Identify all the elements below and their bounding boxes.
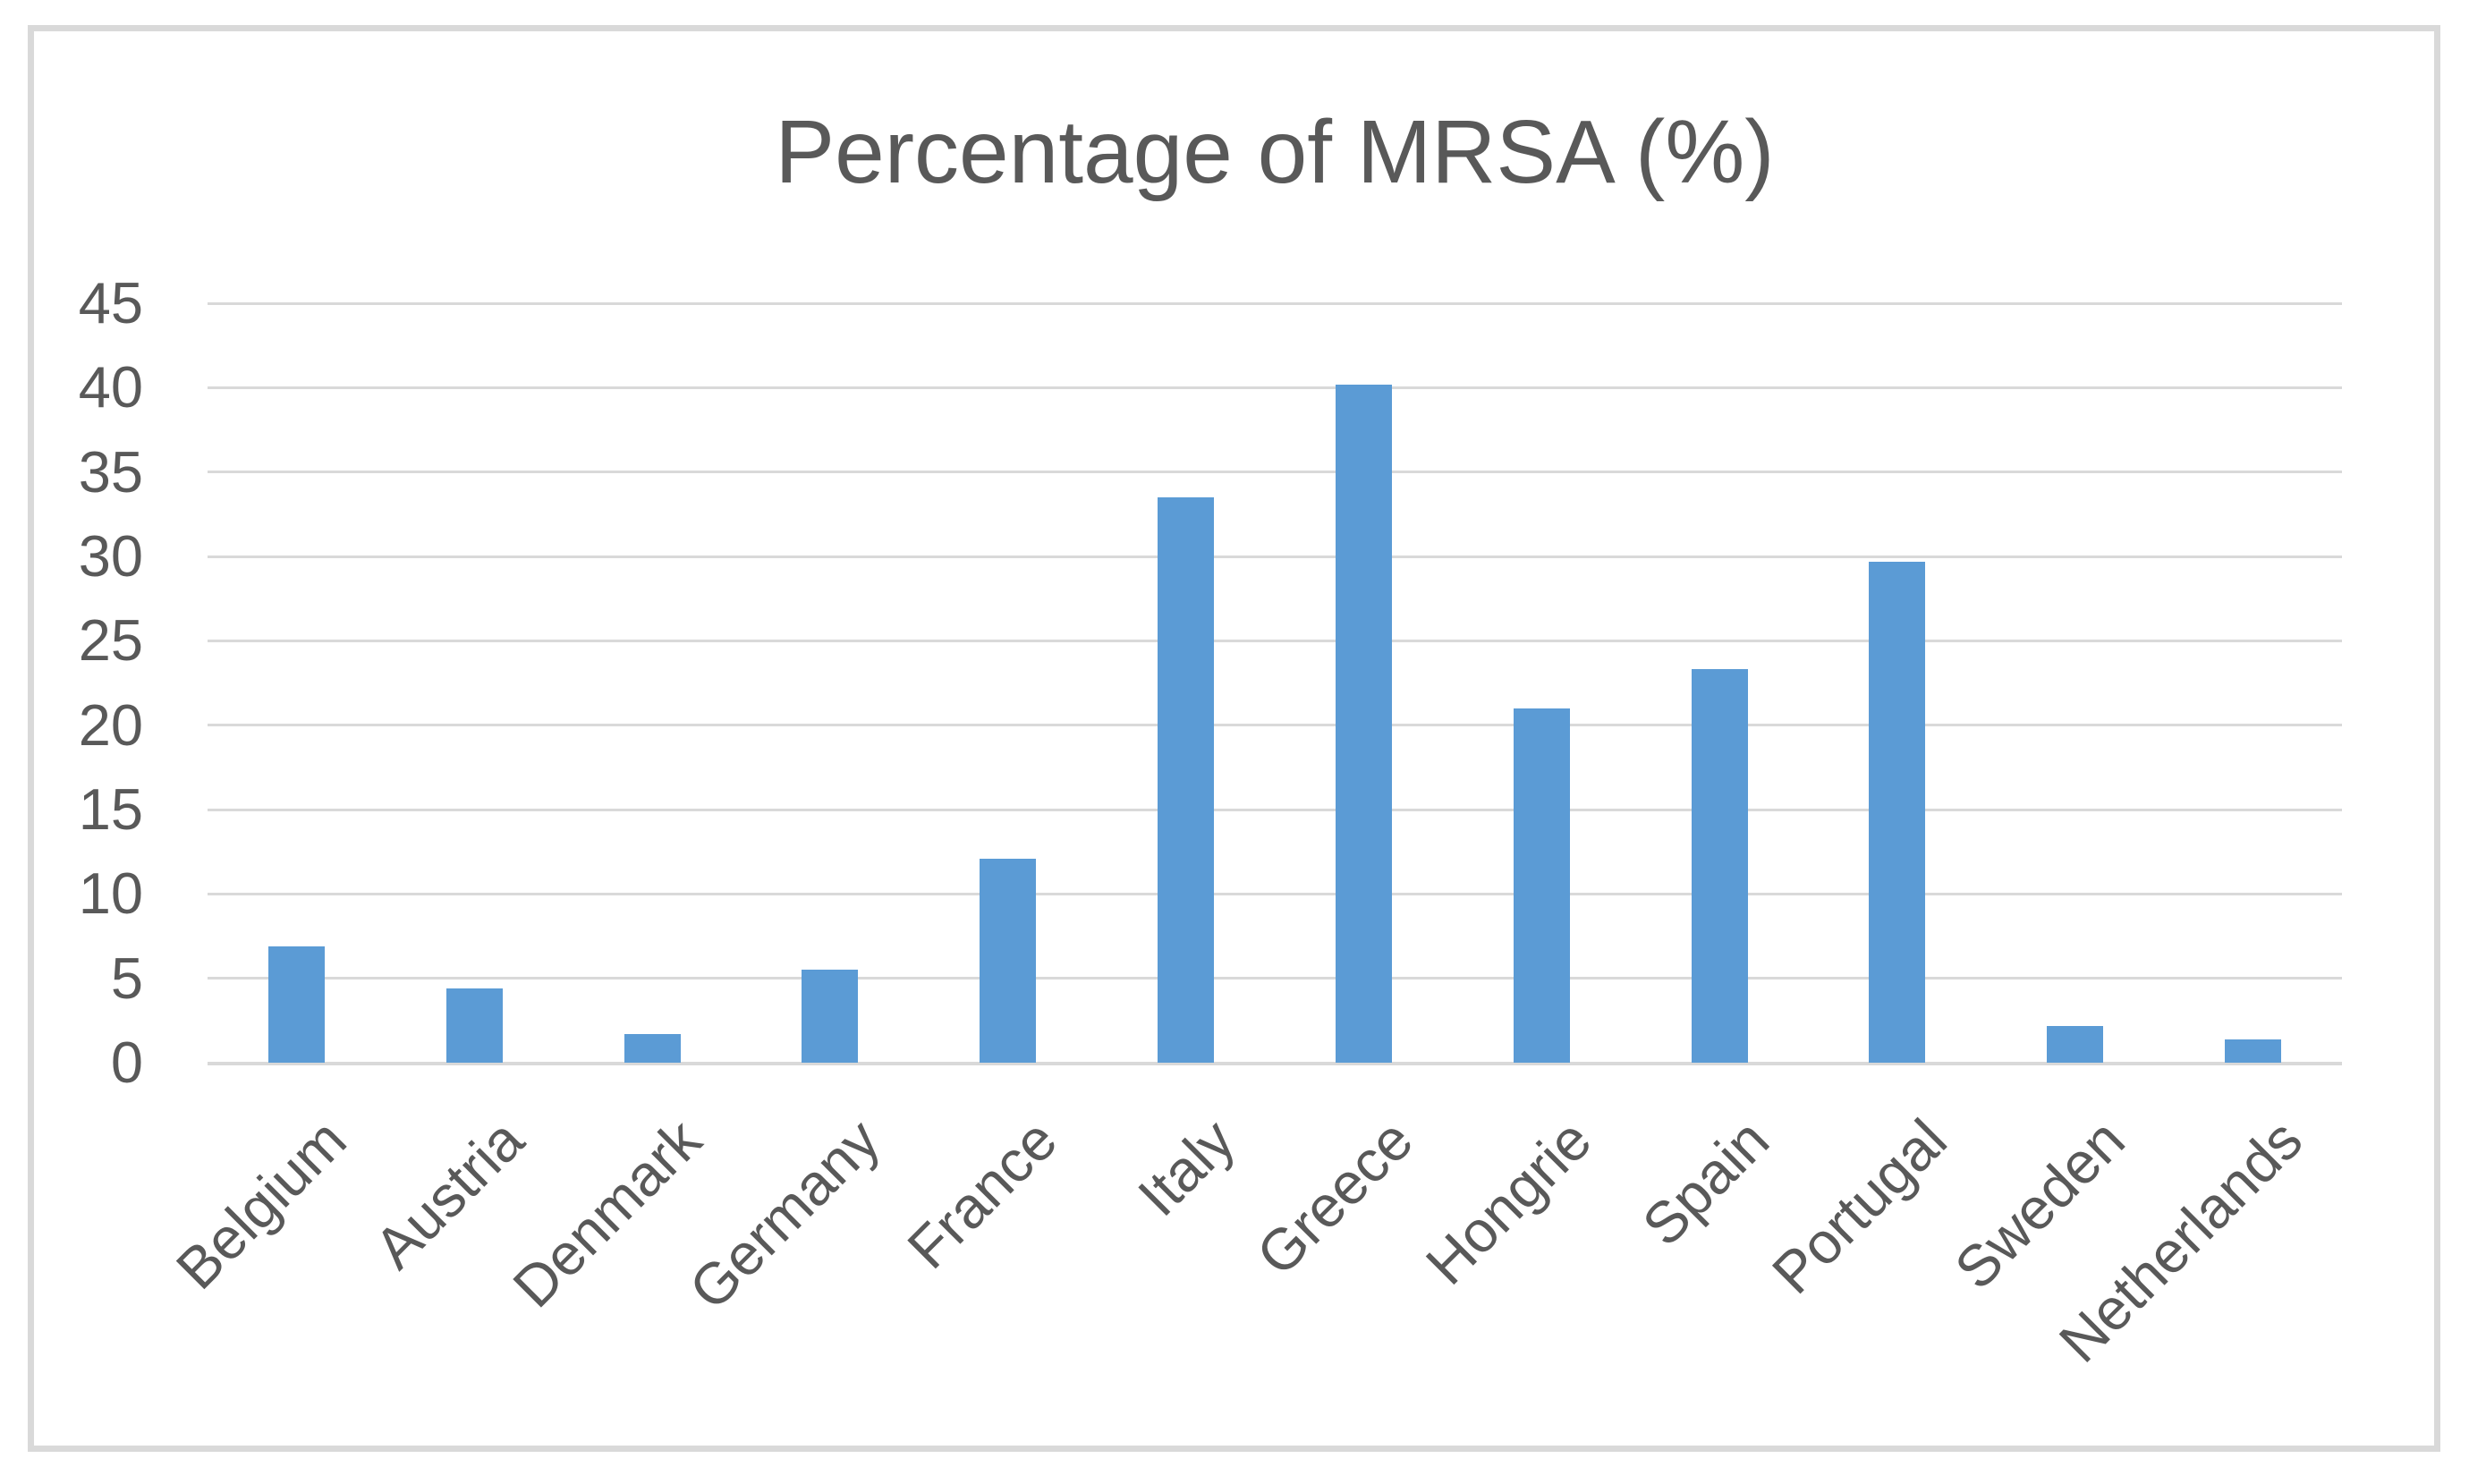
gridline-40: [208, 386, 2342, 389]
y-tick-label-15: 15: [78, 776, 143, 842]
y-tick-label-45: 45: [78, 270, 143, 335]
chart-title: Percentage of MRSA (%): [775, 102, 1775, 202]
gridline-25: [208, 639, 2342, 642]
bar-sweden: [2047, 1025, 2104, 1063]
gridline-15: [208, 808, 2342, 811]
gridline-5: [208, 977, 2342, 980]
bar-germany: [802, 970, 859, 1063]
bar-netherlands: [2225, 1039, 2282, 1063]
y-tick-label-5: 5: [110, 945, 143, 1011]
y-tick-label-10: 10: [78, 861, 143, 927]
y-tick-label-35: 35: [78, 438, 143, 505]
bar-hongrie: [1513, 708, 1570, 1063]
y-tick-label-25: 25: [78, 607, 143, 674]
bar-italy: [1158, 496, 1215, 1063]
y-tick-label-0: 0: [110, 1030, 143, 1095]
bar-denmark: [624, 1033, 681, 1063]
bar-austria: [445, 988, 503, 1063]
gridline-10: [208, 892, 2342, 895]
gridline-20: [208, 724, 2342, 727]
gridline-45: [208, 301, 2342, 305]
bar-belgium: [267, 946, 325, 1063]
y-tick-label-40: 40: [78, 354, 143, 420]
bar-france: [980, 858, 1037, 1063]
chart-frame: [28, 25, 2440, 1452]
gridline-30: [208, 555, 2342, 558]
bar-spain: [1691, 669, 1748, 1063]
y-tick-label-30: 30: [78, 523, 143, 589]
plot-area: [208, 301, 2342, 1065]
bar-portugal: [1869, 561, 1926, 1063]
gridline-0: [208, 1061, 2342, 1065]
gridline-35: [208, 471, 2342, 474]
bar-greece: [1335, 384, 1392, 1063]
y-tick-label-20: 20: [78, 691, 143, 758]
